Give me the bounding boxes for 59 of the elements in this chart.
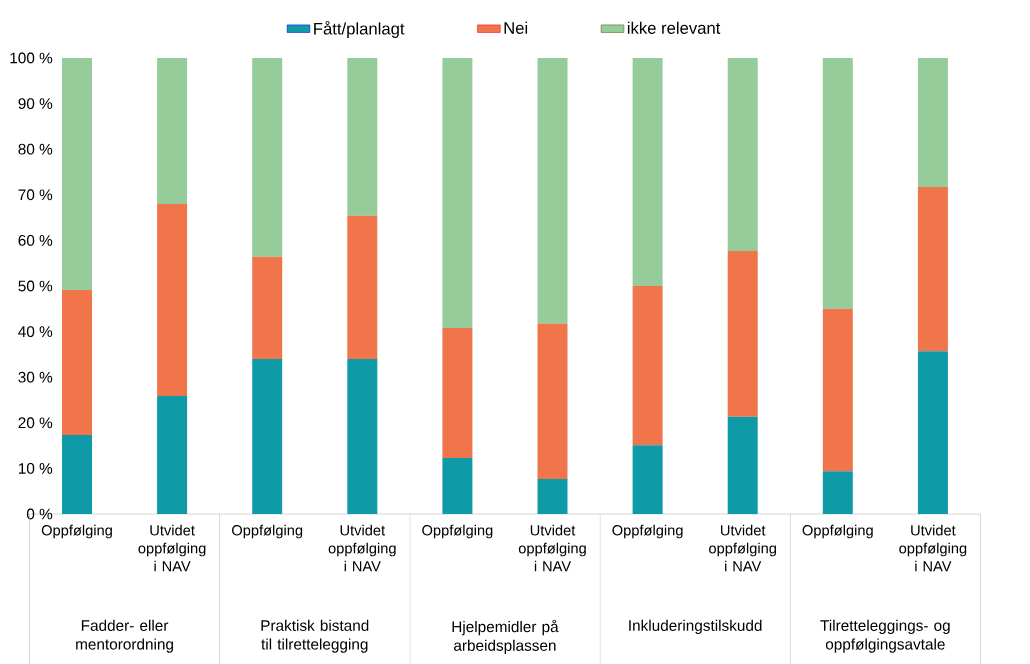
x-tick-label: Utvidet oppfølging i NAV (518, 524, 586, 572)
y-tick-label: 100 % (10, 52, 53, 64)
bar (157, 395, 188, 514)
text: Inkluderingstilskudd (629, 619, 762, 634)
bar (632, 58, 663, 286)
bar (727, 416, 758, 514)
bar (252, 58, 283, 257)
text: Tilretteleggings- og oppfølgingsavtale (820, 619, 950, 653)
y-tick-label: 20 % (18, 417, 53, 429)
bar (822, 471, 853, 514)
x-tick-label: Utvidet oppfølging i NAV (709, 524, 776, 572)
bar (157, 203, 188, 396)
bar (62, 58, 92, 291)
y-tick-label: 80 % (18, 143, 53, 155)
bar (917, 58, 948, 188)
y-tick-label: 10 % (18, 462, 53, 474)
bar (252, 358, 283, 514)
bar (347, 215, 378, 359)
legend-label: ikke relevant (627, 21, 721, 34)
bar (632, 286, 663, 446)
bar (62, 290, 92, 436)
y-tick-label: 0 % (26, 508, 53, 520)
bar (727, 250, 758, 417)
x-tick-label: Utvidet oppfølging i NAV (138, 524, 206, 572)
x-tick-label: Oppfølging (612, 524, 683, 539)
text: Hjelpemidler på arbeidsplassen (452, 619, 559, 654)
y-tick-label: 50 % (18, 280, 53, 292)
x-tick-label: Utvidet oppfølging i NAV (328, 524, 396, 572)
bar (442, 327, 473, 458)
bar (822, 308, 853, 472)
bar (62, 435, 92, 514)
bar (252, 256, 283, 359)
x-tick-label: Oppfølging (802, 524, 873, 539)
bar (347, 358, 378, 514)
text: Fadder- eller mentorordning (76, 619, 173, 653)
y-tick-label: 40 % (18, 326, 53, 338)
bar (157, 58, 188, 204)
bar (537, 478, 568, 514)
bar (442, 457, 473, 514)
y-tick-label: 90 % (18, 98, 53, 110)
bar (442, 58, 473, 328)
legend-label: Nei (504, 21, 528, 34)
text: Praktisk bistand til tilrettelegging (261, 619, 369, 653)
x-tick-label: Oppfølging (232, 524, 303, 539)
bar (632, 445, 663, 514)
bar (347, 58, 378, 216)
bar (537, 58, 568, 324)
bar (727, 58, 758, 251)
bar (822, 58, 853, 309)
x-tick-label: Oppfølging (422, 524, 493, 539)
y-tick-label: 30 % (18, 371, 53, 383)
bar (917, 351, 948, 514)
bar (917, 187, 948, 352)
legend-label: Fått/planlagt (314, 20, 405, 38)
x-tick-label: Oppfølging (41, 524, 112, 539)
y-tick-label: 70 % (18, 189, 53, 201)
y-tick-label: 60 % (18, 234, 53, 246)
x-tick-label: Utvidet oppfølging i NAV (899, 524, 967, 572)
bar (537, 323, 568, 479)
